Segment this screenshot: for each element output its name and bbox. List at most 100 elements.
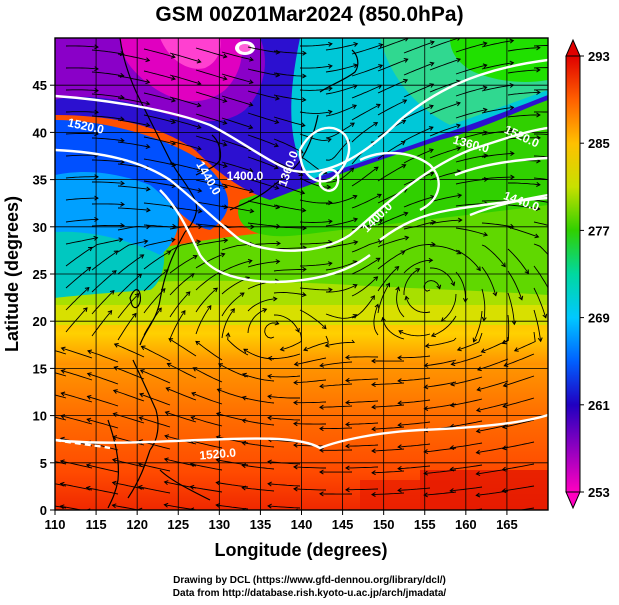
streamline-arrow <box>319 362 325 368</box>
streamline <box>351 122 378 143</box>
streamline-arrow <box>35 389 39 393</box>
map-title: GSM 00Z01Mar2024 (850.0hPa) <box>155 3 464 26</box>
streamline <box>533 67 548 69</box>
streamline-arrow <box>370 295 375 300</box>
streamline-arrow <box>196 239 202 245</box>
streamline-arrow <box>553 261 557 265</box>
streamline-arrow <box>273 164 279 170</box>
streamline <box>377 58 408 72</box>
streamline <box>325 218 358 227</box>
streamline-arrow <box>428 257 434 263</box>
streamline-arrow <box>397 400 403 406</box>
streamline <box>299 65 332 69</box>
streamline-arrow <box>170 53 176 59</box>
streamline <box>91 93 124 99</box>
streamline-arrow <box>501 488 507 494</box>
streamline-arrow <box>302 73 307 79</box>
streamline-arrow <box>163 502 169 508</box>
streamline <box>221 51 254 61</box>
streamline-arrow <box>59 504 65 510</box>
streamline-arrow <box>373 122 379 127</box>
streamline <box>320 361 353 367</box>
streamline-arrow <box>536 182 541 187</box>
streamline <box>293 466 326 469</box>
streamline-arrow <box>455 101 461 107</box>
streamline <box>247 178 279 189</box>
streamline <box>87 395 119 407</box>
streamline-arrow <box>449 402 455 408</box>
streamline <box>65 197 98 201</box>
streamline-arrow <box>400 250 406 255</box>
streamline-arrow <box>111 480 117 486</box>
streamline <box>169 291 191 318</box>
x-tick-label: 155 <box>414 517 436 532</box>
streamline <box>477 380 509 391</box>
streamline <box>242 396 275 404</box>
streamline <box>140 369 171 384</box>
streamline <box>87 350 119 363</box>
streamline-arrow <box>192 255 198 260</box>
streamline-arrow <box>86 266 92 272</box>
streamline-arrow <box>404 235 410 241</box>
streamline <box>345 356 379 359</box>
streamline-arrow <box>249 188 255 194</box>
streamline-arrow <box>262 308 268 313</box>
x-tick-label: 125 <box>167 517 189 532</box>
streamline <box>65 287 90 311</box>
streamline-arrow <box>371 404 376 410</box>
streamline <box>429 58 461 71</box>
streamline <box>65 176 99 179</box>
y-tick-label: 5 <box>40 456 47 471</box>
streamline <box>507 248 529 274</box>
streamline-arrow <box>319 491 324 497</box>
streamline-arrow <box>380 316 386 322</box>
streamline-arrow <box>139 392 144 398</box>
streamline-arrow <box>509 60 515 66</box>
streamline-arrow <box>267 415 272 421</box>
streamline <box>190 486 223 493</box>
streamline-arrow <box>83 307 88 312</box>
streamline <box>138 486 171 494</box>
streamline-arrow <box>222 120 228 125</box>
streamline <box>293 488 327 491</box>
streamline-arrow <box>111 503 117 509</box>
streamline <box>91 49 124 55</box>
streamline-arrow <box>483 231 489 237</box>
streamline-arrow <box>166 362 172 368</box>
streamline-arrow <box>452 509 454 510</box>
streamline <box>455 131 488 141</box>
streamline-arrow <box>196 58 202 64</box>
streamline-arrow <box>273 142 279 148</box>
streamline <box>450 376 483 386</box>
streamline <box>195 157 228 167</box>
streamline <box>372 470 405 474</box>
streamline <box>517 507 535 510</box>
streamline-arrow <box>249 56 254 62</box>
colorbar-label: 269 <box>588 311 610 326</box>
streamline-arrow <box>274 320 280 326</box>
streamline-arrow <box>321 324 327 330</box>
streamline <box>87 418 119 429</box>
streamline-arrow <box>429 171 435 177</box>
streamline-arrow <box>328 219 333 224</box>
streamline-arrow <box>353 240 359 245</box>
streamline <box>242 487 275 492</box>
streamline <box>165 411 197 423</box>
streamline <box>221 161 253 172</box>
colorbar-label: 293 <box>588 49 610 64</box>
streamline-arrow <box>181 309 186 315</box>
streamline-arrow <box>324 342 330 348</box>
streamline-arrow <box>143 239 149 245</box>
streamline <box>169 255 198 274</box>
streamline <box>325 104 357 117</box>
streamline <box>503 397 535 408</box>
streamline <box>514 331 536 352</box>
streamline <box>377 266 399 292</box>
streamline-arrow <box>481 316 487 322</box>
streamline <box>169 52 201 63</box>
streamline-arrow <box>94 216 99 222</box>
streamline <box>117 97 150 105</box>
y-tick-label: 25 <box>33 267 47 282</box>
streamline-arrow <box>225 332 231 338</box>
streamline-arrow <box>134 293 140 298</box>
